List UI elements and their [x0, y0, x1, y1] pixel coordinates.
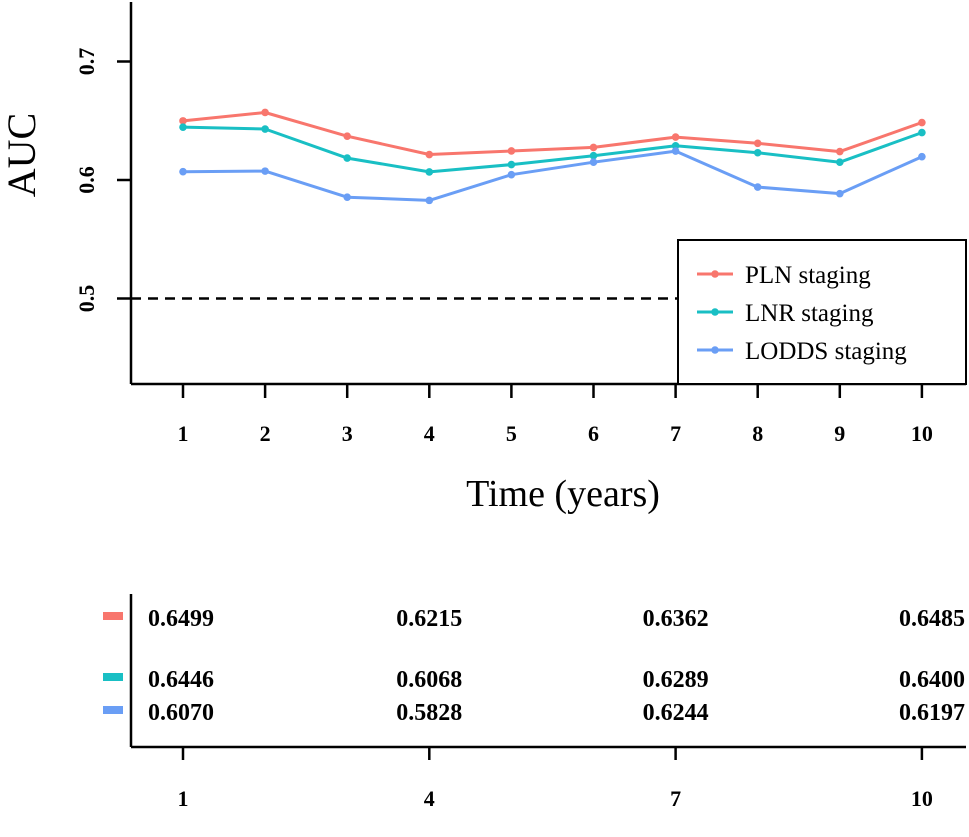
values-table: 0.6499 0.6215 0.6362 0.6485 0.6446 0.6068 0.62… [103, 594, 966, 811]
data-point-lodds-staging-7 [671, 147, 680, 155]
series-line-lnr-staging [182, 125, 923, 174]
data-point-lodds-staging-6 [589, 158, 598, 167]
y-tick-label: 0.5 [74, 285, 99, 313]
data-point-lnr-staging-5 [507, 160, 516, 169]
table-x-tick-label: 1 [178, 786, 189, 811]
data-point-pln-staging-6 [589, 143, 598, 152]
data-point-pln-staging-8 [753, 139, 762, 148]
legend-marker-lnr-staging [711, 308, 719, 316]
data-point-lodds-staging-3 [343, 193, 352, 201]
data-point-pln-staging-4 [425, 150, 434, 159]
x-tick-label: 1 [178, 421, 189, 446]
x-tick-label: 5 [506, 421, 517, 446]
data-point-lnr-staging-9 [836, 158, 844, 167]
data-point-pln-staging-10 [918, 118, 926, 127]
data-point-lodds-staging-10 [918, 152, 926, 161]
legend-label-pln-staging: PLN staging [745, 262, 871, 289]
data-point-lnr-staging-7 [671, 141, 680, 150]
data-point-lnr-staging-4 [425, 168, 434, 176]
table-value-lodds-staging-10: 0.6197 [899, 700, 965, 726]
x-tick-label: 10 [911, 421, 933, 446]
y-tick-label: 0.7 [74, 48, 99, 76]
legend-label-lnr-staging: LNR staging [745, 300, 874, 327]
series-line-lodds-staging [182, 149, 923, 202]
data-point-lodds-staging-2 [261, 167, 269, 175]
table-value-lnr-staging-1: 0.6446 [148, 667, 214, 693]
x-axis-label: Time (years) [466, 473, 660, 515]
table-color-key-lnr-staging [103, 673, 123, 681]
legend-marker-lodds-staging [711, 346, 719, 354]
table-value-lodds-staging-7: 0.6244 [643, 700, 709, 726]
data-point-lnr-staging-1 [179, 123, 187, 131]
data-point-pln-staging-2 [261, 108, 269, 117]
y-axis-label: AUC [0, 113, 44, 197]
table-color-key-lodds-staging [103, 706, 123, 714]
data-point-lodds-staging-9 [836, 189, 844, 198]
table-value-pln-staging-4: 0.6215 [396, 606, 462, 632]
data-point-pln-staging-5 [507, 147, 516, 155]
x-tick-label: 9 [834, 421, 845, 446]
legend-label-lodds-staging: LODDS staging [745, 338, 907, 365]
x-tick-label: 3 [342, 421, 353, 446]
data-point-lnr-staging-10 [918, 128, 926, 137]
x-tick-label: 8 [752, 421, 763, 446]
y-tick-label: 0.6 [74, 166, 99, 194]
table-color-key-pln-staging [103, 612, 123, 620]
data-point-lnr-staging-6 [589, 151, 598, 160]
data-point-lnr-staging-2 [261, 125, 269, 133]
data-point-lnr-staging-8 [753, 148, 762, 157]
table-value-lnr-staging-4: 0.6068 [396, 667, 462, 693]
legend-marker-pln-staging [711, 270, 719, 278]
x-tick-label: 7 [670, 421, 681, 446]
table-x-tick-label: 7 [670, 786, 681, 811]
main-plot: 1 2 3 4 5 6 7 8 9 10 0.5 0.6 0.7 Time (years) AUC [0, 2, 966, 515]
table-value-lnr-staging-7: 0.6289 [643, 667, 709, 693]
table-value-pln-staging-7: 0.6362 [643, 606, 709, 632]
table-value-lnr-staging-10: 0.6400 [899, 667, 965, 693]
legend: PLN staging LNR staging LODDS staging [677, 239, 967, 385]
x-tick-label: 2 [260, 421, 271, 446]
data-point-lodds-staging-8 [753, 183, 762, 191]
data-point-pln-staging-9 [836, 147, 844, 156]
data-point-lodds-staging-4 [425, 196, 434, 205]
data-point-pln-staging-3 [343, 132, 352, 140]
x-tick-label: 6 [588, 421, 599, 446]
table-value-pln-staging-1: 0.6499 [148, 606, 214, 632]
data-point-lnr-staging-3 [343, 154, 352, 162]
data-point-lodds-staging-1 [179, 167, 187, 176]
data-point-pln-staging-7 [671, 133, 680, 141]
table-value-lodds-staging-1: 0.6070 [148, 700, 214, 726]
data-point-pln-staging-1 [179, 117, 187, 125]
table-value-pln-staging-10: 0.6485 [899, 606, 965, 632]
x-tick-label: 4 [424, 421, 435, 446]
table-x-tick-label: 4 [424, 786, 435, 811]
table-x-tick-label: 10 [911, 786, 933, 811]
data-point-lodds-staging-5 [507, 170, 516, 179]
table-value-lodds-staging-4: 0.5828 [396, 700, 462, 726]
series-line-pln-staging [182, 111, 923, 156]
